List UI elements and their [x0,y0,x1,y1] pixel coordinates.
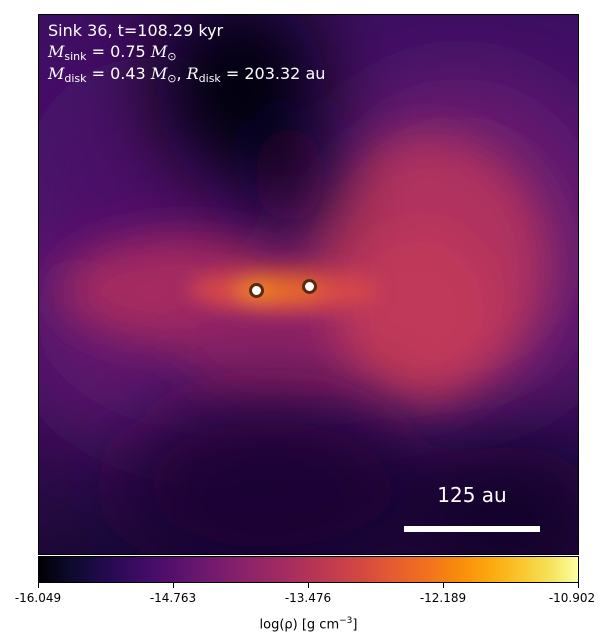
sink-mass-value: 0.75 [110,42,146,61]
colorbar-label-close: ] [352,617,358,633]
sink-mass-annotation: Msink = 0.75 M⊙ [48,42,177,63]
sink-marker-a [249,283,264,298]
sink-marker-b [302,279,317,294]
colorbar-label: log(ρ) [g cm−3] [38,612,579,634]
disk-mass-value: 0.43 [110,64,146,83]
disk-radius-value: 203.32 [244,64,301,83]
title-annotation: Sink 36, t=108.29 kyr [48,21,224,40]
density-map-image [39,15,578,554]
colorbar-tick [443,583,444,588]
colorbar-tick-label: -14.763 [149,591,197,605]
colorbar-tick [308,583,309,588]
colorbar-tick-label: -13.476 [284,591,332,605]
colorbar-label-exponent: −3 [339,616,353,626]
colorbar-tick [173,583,174,588]
scale-bar-label: 125 au [437,483,507,507]
colorbar-tick-label: -16.049 [14,591,62,605]
colorbar-tick-label: -12.189 [419,591,467,605]
disk-annotation: Mdisk = 0.43 M⊙, Rdisk = 203.32 au [48,64,326,85]
density-map-panel: Sink 36, t=108.29 kyr Msink = 0.75 M⊙ Md… [38,14,579,555]
colorbar-tick-label: -10.902 [548,591,596,605]
colorbar [38,556,579,583]
scale-bar-line [404,526,540,532]
colorbar-tick [578,583,579,588]
colorbar-label-text: log(ρ) [g cm [259,617,340,633]
colorbar-tick [38,583,39,588]
